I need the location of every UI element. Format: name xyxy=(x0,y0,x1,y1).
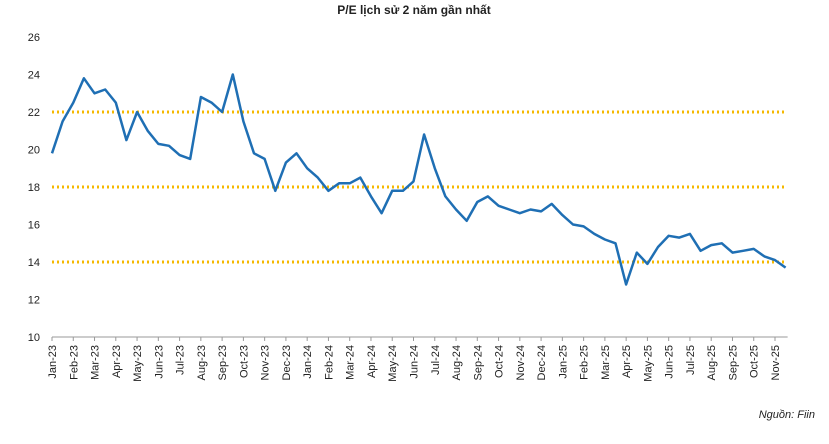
x-tick-label: Oct-23 xyxy=(238,345,250,378)
y-tick-label: 18 xyxy=(28,182,40,194)
x-tick-label: Jan-23 xyxy=(47,345,59,379)
x-tick-label: Sep-24 xyxy=(472,345,484,380)
x-tick-label: Sep-23 xyxy=(217,345,229,380)
x-tick-label: Jan-25 xyxy=(557,345,569,379)
x-tick-label: Apr-24 xyxy=(366,345,378,378)
x-tick-label: Apr-25 xyxy=(621,345,633,378)
y-tick-label: 24 xyxy=(28,70,40,82)
x-tick-label: May-23 xyxy=(132,345,144,382)
line-series xyxy=(50,73,787,286)
x-tick-label: Aug-24 xyxy=(451,345,463,380)
x-tick-label: Sep-25 xyxy=(727,345,739,380)
y-tick-label: 16 xyxy=(28,220,40,232)
x-tick-label: Nov-23 xyxy=(260,345,272,380)
x-tick-label: Oct-24 xyxy=(494,345,506,378)
x-tick-label: Mar-24 xyxy=(345,345,357,380)
x-tick-label: Jul-25 xyxy=(685,345,697,375)
x-tick-label: Mar-23 xyxy=(90,345,102,380)
x-tick-label: Feb-23 xyxy=(68,345,80,380)
x-tick-label: Mar-25 xyxy=(600,345,612,380)
x-tick-label: Apr-23 xyxy=(111,345,123,378)
x-tick-label: May-25 xyxy=(642,345,654,382)
y-tick-label: 22 xyxy=(28,107,40,119)
chart-title: P/E lịch sử 2 năm gần nhất xyxy=(337,3,490,17)
x-tick-label: Jun-25 xyxy=(664,345,676,379)
x-tick-label: Jun-24 xyxy=(409,345,421,379)
y-tick-label: 20 xyxy=(28,145,40,157)
x-tick-label: Nov-24 xyxy=(515,345,527,380)
source-note: Nguồn: Fiin xyxy=(759,409,815,421)
x-tick-label: Feb-24 xyxy=(323,345,335,380)
x-tick-label: Jul-23 xyxy=(175,345,187,375)
x-tick-label: Jul-24 xyxy=(430,345,442,375)
x-tick-label: Oct-25 xyxy=(749,345,761,378)
x-tick-label: Feb-25 xyxy=(579,345,591,380)
y-tick-label: 14 xyxy=(28,257,40,269)
y-tick-label: 10 xyxy=(28,332,40,344)
x-tick-label: Dec-23 xyxy=(281,345,293,380)
x-tick-label: Nov-25 xyxy=(770,345,782,380)
x-tick-label: May-24 xyxy=(387,345,399,382)
y-tick-label: 12 xyxy=(28,295,40,307)
y-tick-label: 26 xyxy=(28,32,40,44)
x-tick-label: Jan-24 xyxy=(302,345,314,379)
x-tick-label: Aug-25 xyxy=(706,345,718,380)
x-tick-label: Aug-23 xyxy=(196,345,208,380)
x-tick-label: Dec-24 xyxy=(536,345,548,380)
x-tick-label: Jun-23 xyxy=(153,345,165,379)
